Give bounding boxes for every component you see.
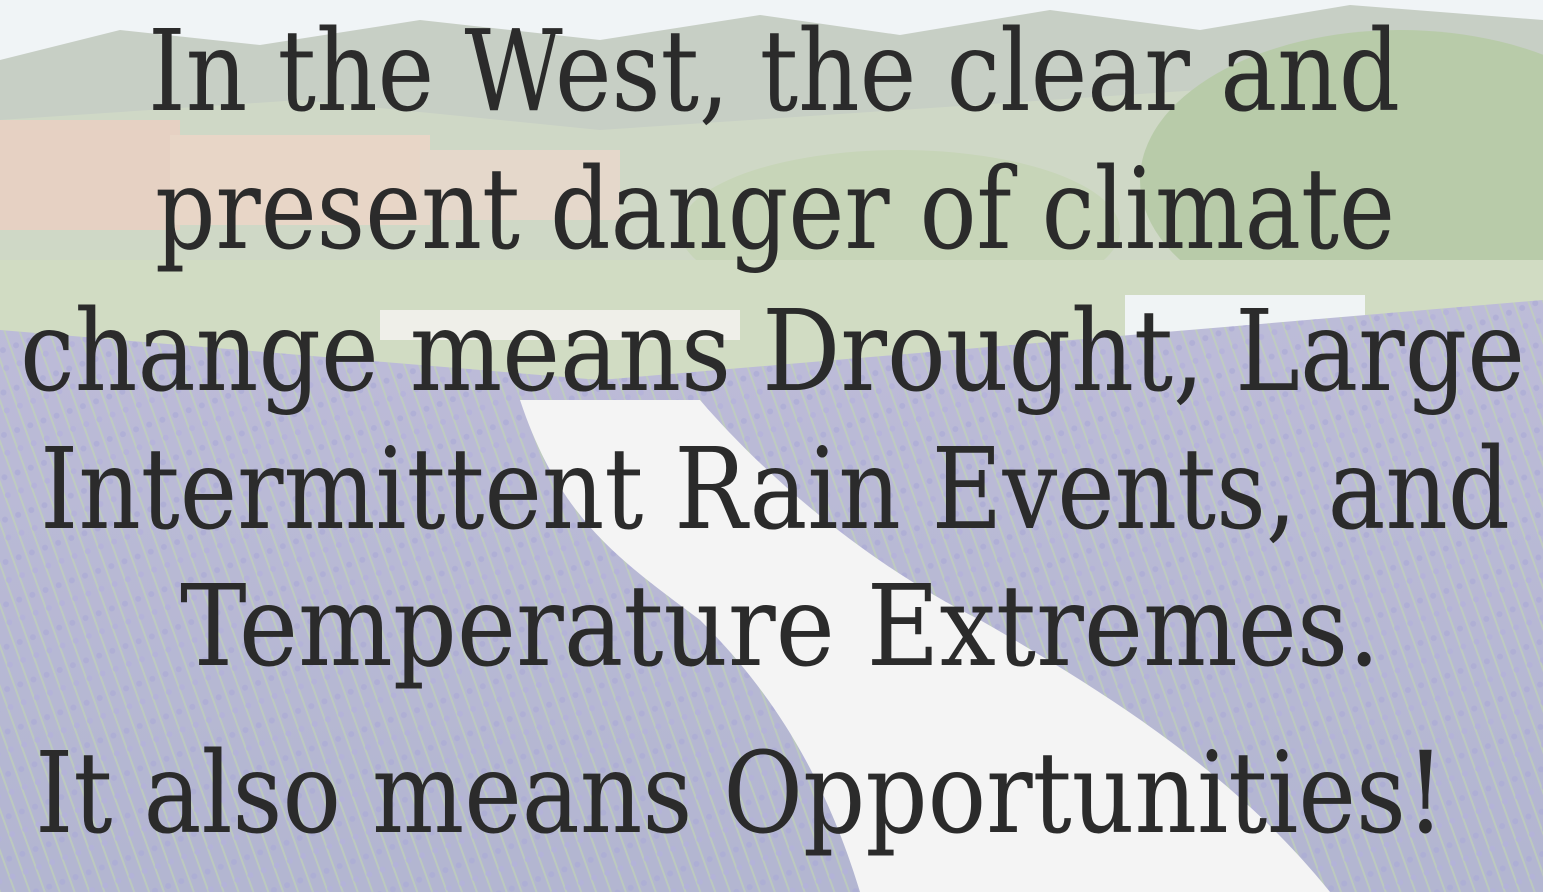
page: In the West, the clear andpresent danger… bbox=[0, 0, 1543, 892]
text-line: present danger of climate bbox=[155, 145, 1395, 275]
text-line: It also means Opportunities! bbox=[35, 729, 1445, 859]
slide: In the West, the clear andpresent danger… bbox=[0, 0, 1543, 892]
text-line: Intermittent Rain Events, and bbox=[40, 425, 1510, 555]
text-line: change means Drought, Large bbox=[20, 287, 1525, 417]
text-line: In the West, the clear and bbox=[148, 7, 1400, 137]
text-line: Temperature Extremes. bbox=[180, 562, 1380, 692]
